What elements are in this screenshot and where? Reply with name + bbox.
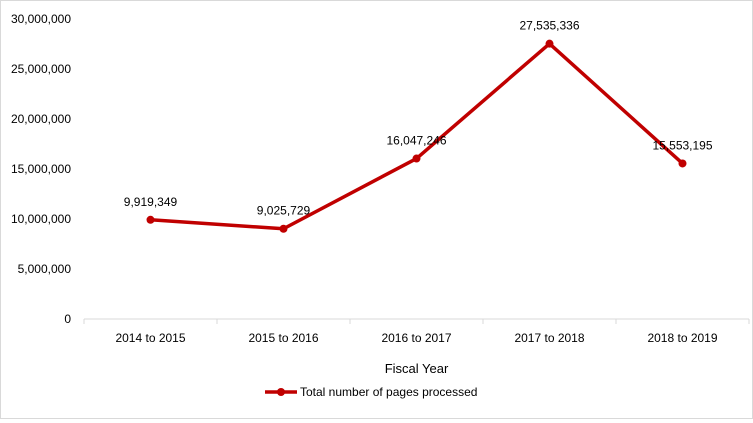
x-tick-label: 2015 to 2016 [248,331,318,345]
y-tick-label: 20,000,000 [11,112,71,126]
data-point [146,215,155,224]
y-tick-label: 0 [64,312,71,326]
y-tick-label: 30,000,000 [11,12,71,26]
data-point [545,39,554,48]
data-label: 16,047,246 [386,134,446,148]
data-label: 9,025,729 [257,204,311,218]
data-point [412,154,421,163]
y-tick-label: 5,000,000 [18,262,72,276]
data-point [279,224,288,233]
y-tick-label: 10,000,000 [11,212,71,226]
legend-marker [277,388,285,396]
x-axis-title: Fiscal Year [385,361,449,376]
x-tick-label: 2014 to 2015 [115,331,185,345]
data-label: 15,553,195 [652,138,712,152]
legend-label: Total number of pages processed [300,385,477,399]
x-tick-label: 2017 to 2018 [514,331,584,345]
data-label: 27,535,336 [519,19,579,33]
x-tick-label: 2016 to 2017 [381,331,451,345]
data-label: 9,919,349 [124,195,178,209]
y-tick-label: 15,000,000 [11,162,71,176]
y-tick-label: 25,000,000 [11,62,71,76]
x-tick-label: 2018 to 2019 [647,331,717,345]
data-point [678,159,687,168]
